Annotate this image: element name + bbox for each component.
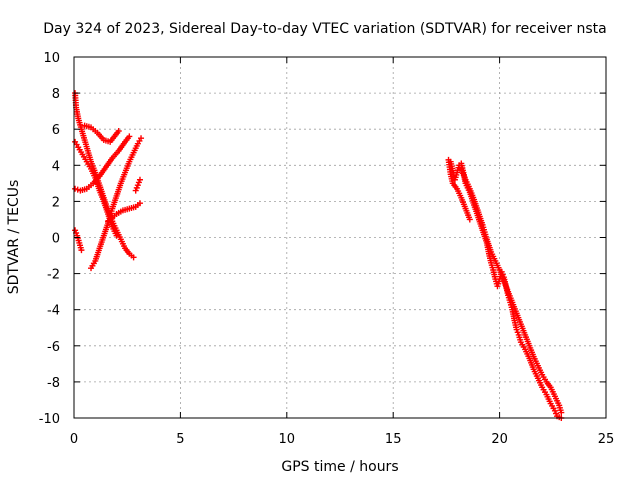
y-tick-label: -4 <box>47 304 60 319</box>
x-tick-label: 15 <box>385 432 402 447</box>
data-point <box>72 227 79 234</box>
data-point <box>134 182 141 189</box>
y-tick-label: 8 <box>52 87 60 102</box>
data-point <box>113 232 120 239</box>
series-trace-10 <box>458 165 565 416</box>
y-tick-label: -2 <box>47 268 60 283</box>
data-point <box>514 329 521 336</box>
data-point <box>466 216 473 223</box>
y-tick-label: 2 <box>52 195 60 210</box>
data-point <box>130 254 137 261</box>
data-marks <box>72 90 565 421</box>
grid <box>74 57 606 418</box>
data-point <box>138 135 145 142</box>
x-tick-label: 25 <box>598 432 615 447</box>
series-trace-6 <box>72 227 85 254</box>
series-trace-3 <box>72 133 133 194</box>
data-point <box>132 187 139 194</box>
data-point <box>126 133 133 140</box>
y-tick-label: 0 <box>52 232 60 247</box>
data-point <box>513 326 520 333</box>
x-tick-label: 5 <box>176 432 184 447</box>
data-point <box>133 184 140 191</box>
series-trace-5 <box>105 200 143 225</box>
series-trace-2 <box>72 138 120 239</box>
y-tick-label: -10 <box>39 412 60 427</box>
data-point <box>552 410 559 417</box>
data-point <box>551 407 558 414</box>
data-point <box>136 176 143 183</box>
y-axis-label: SDTVAR / TECUs <box>6 180 22 295</box>
data-point <box>135 179 142 186</box>
data-point <box>78 247 85 254</box>
x-tick-label: 10 <box>279 432 296 447</box>
series-trace-11 <box>445 156 473 223</box>
y-tick-label: 10 <box>43 51 60 66</box>
y-tick-label: 6 <box>52 123 60 138</box>
x-axis-label: GPS time / hours <box>281 459 398 475</box>
series-trace-8 <box>132 176 143 194</box>
data-point <box>115 128 122 135</box>
x-tick-label: 20 <box>491 432 508 447</box>
y-tick-label: -8 <box>47 376 60 391</box>
data-point <box>136 200 143 207</box>
y-tick-label: 4 <box>52 159 60 174</box>
chart-title: Day 324 of 2023, Sidereal Day-to-day VTE… <box>43 21 606 37</box>
series-trace-7 <box>81 122 122 145</box>
series-trace-4 <box>88 135 145 272</box>
series-trace-9 <box>447 158 565 421</box>
axis-ticks: 0 5 10 15 20 25 -10 -8 -6 -4 -2 0 2 4 6 8 10 <box>39 51 615 447</box>
x-tick-label: 0 <box>70 432 78 447</box>
y-tick-label: -6 <box>47 340 60 355</box>
data-point <box>558 409 565 416</box>
